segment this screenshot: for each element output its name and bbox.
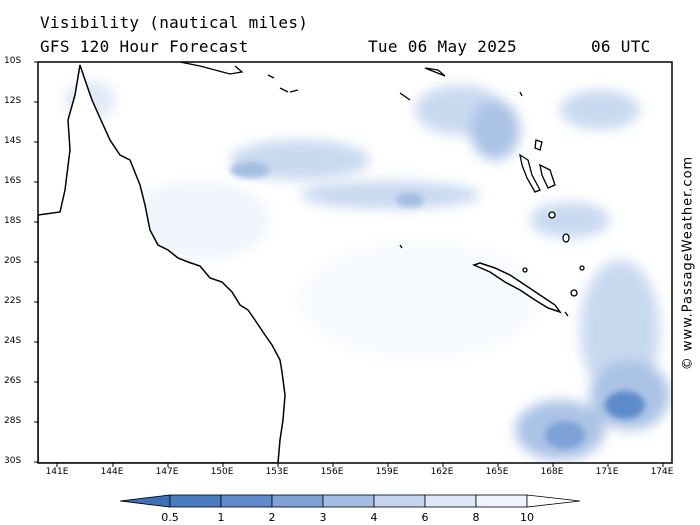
latitude-label: 18S: [4, 216, 22, 226]
latitude-label: 14S: [4, 136, 22, 146]
legend-label: 6: [421, 511, 429, 524]
legend-label: 1: [217, 511, 225, 524]
longitude-label: 141E: [45, 467, 69, 477]
longitude-label: 153E: [265, 467, 289, 477]
forecast-date: Tue 06 May 2025: [368, 37, 517, 56]
latitude-label: 26S: [4, 376, 22, 386]
longitude-label: 144E: [100, 467, 124, 477]
legend-label: 8: [472, 511, 480, 524]
longitude-label: 171E: [595, 467, 619, 477]
map-title: Visibility (nautical miles): [40, 13, 309, 32]
latitude-label: 30S: [4, 456, 22, 466]
vanuatu-islands: [519, 139, 585, 297]
longitude-label: 150E: [210, 467, 234, 477]
latitude-label: 12S: [4, 96, 22, 106]
forecast-time: 06 UTC: [591, 37, 651, 56]
visibility-field: [65, 80, 670, 460]
credit-text: © www.PassageWeather.com: [680, 155, 696, 371]
latitude-label: 16S: [4, 176, 22, 186]
longitude-label: 168E: [540, 467, 564, 477]
visibility-core: [230, 162, 645, 449]
legend-label: 2: [268, 511, 276, 524]
legend-colorbar: [119, 494, 581, 508]
axis-ticks: [34, 61, 664, 467]
latitude-label: 20S: [4, 256, 22, 266]
legend-label: 3: [319, 511, 327, 524]
longitude-label: 162E: [430, 467, 454, 477]
legend-label: 0.5: [161, 511, 179, 524]
longitude-label: 165E: [485, 467, 509, 477]
northern-islands: [179, 62, 569, 317]
new-caledonia-coastline: [471, 262, 562, 314]
longitude-label: 174E: [650, 467, 674, 477]
legend-label: 10: [520, 511, 534, 524]
legend-label: 4: [370, 511, 378, 524]
latitude-label: 10S: [4, 56, 22, 66]
latitude-label: 24S: [4, 336, 22, 346]
longitude-label: 156E: [320, 467, 344, 477]
latitude-label: 22S: [4, 296, 22, 306]
longitude-label: 147E: [155, 467, 179, 477]
latitude-label: 28S: [4, 416, 22, 426]
longitude-label: 159E: [375, 467, 399, 477]
australia-coastline: [38, 64, 286, 463]
map-subtitle: GFS 120 Hour Forecast: [40, 37, 249, 56]
